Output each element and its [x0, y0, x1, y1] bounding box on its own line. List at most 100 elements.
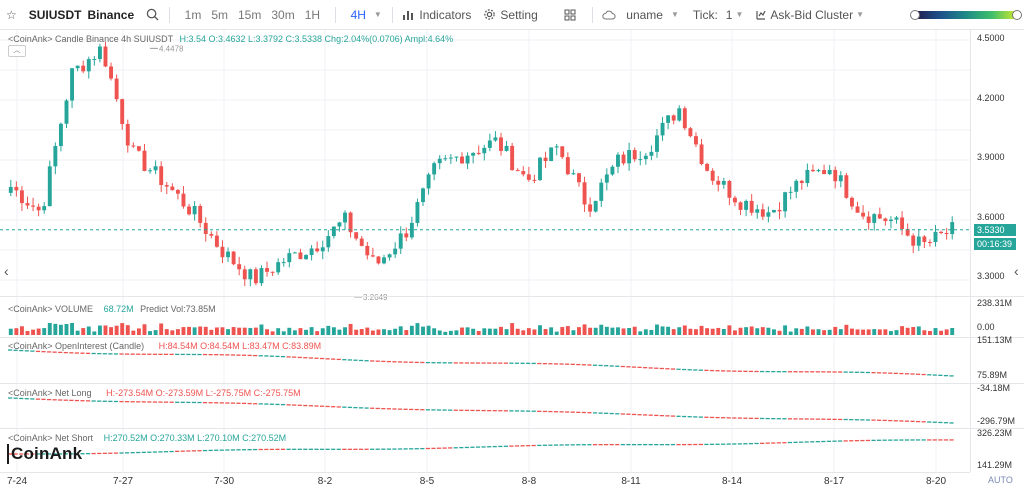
interval-30m[interactable]: 30m — [271, 7, 295, 22]
interval-dropdown[interactable]: 4H ▼ — [340, 0, 388, 30]
setting-label[interactable]: Setting — [500, 7, 538, 22]
collapse-legend-button[interactable]: ︿ — [8, 45, 26, 57]
symbol-selector[interactable]: SUIUSDT Binance — [23, 0, 140, 30]
pane-divider[interactable] — [0, 337, 1024, 338]
indicators-icon[interactable] — [402, 9, 415, 21]
volume-bar — [666, 326, 671, 335]
volume-bar — [220, 327, 225, 335]
price-axis[interactable]: 4.5000 4.2000 3.9000 3.6000 3.3000 238.3… — [970, 30, 1024, 472]
favorite-star[interactable]: ☆ — [0, 0, 23, 30]
candle-body — [348, 212, 353, 233]
candle-body — [733, 197, 737, 203]
cluster-label[interactable]: Ask-Bid Cluster — [770, 7, 854, 22]
grid-layout-icon[interactable] — [564, 9, 576, 21]
layout-button[interactable] — [558, 0, 582, 30]
volume-bar — [75, 330, 80, 335]
chevron-right-icon[interactable]: ‹ — [1014, 263, 1019, 279]
time-axis[interactable]: 7-24 7-27 7-30 8-2 8-5 8-8 8-11 8-14 8-1… — [0, 472, 970, 490]
volume-bar — [844, 324, 849, 335]
interval-1m[interactable]: 1m — [184, 7, 202, 22]
pane-divider[interactable] — [0, 296, 1024, 297]
volume-bar — [409, 325, 414, 335]
user-menu[interactable]: uname ▼ — [596, 0, 685, 30]
chevron-left-icon[interactable]: ‹ — [4, 263, 9, 279]
candle-body — [409, 222, 414, 238]
candle-body — [660, 122, 665, 136]
netshort-tick-label: 141.29M — [977, 460, 1013, 470]
auto-scale-toggle[interactable]: AUTO — [988, 475, 1013, 485]
candle-body — [242, 269, 247, 280]
indicators-label[interactable]: Indicators — [419, 7, 472, 22]
candle-body — [192, 205, 197, 215]
pane-divider[interactable] — [0, 428, 1024, 429]
candle-body — [571, 173, 576, 175]
volume-bar — [120, 323, 125, 335]
interval-1h[interactable]: 1H — [304, 7, 321, 22]
chevron-down-icon[interactable]: ▼ — [856, 10, 865, 19]
candle-body — [437, 158, 442, 164]
indicators-button[interactable]: Indicators — [396, 0, 477, 30]
cluster-icon[interactable] — [755, 9, 767, 21]
candle-body — [649, 151, 654, 156]
interval-15m[interactable]: 15m — [238, 7, 262, 22]
star-icon[interactable]: ☆ — [6, 7, 17, 22]
user-name[interactable]: uname — [626, 7, 663, 22]
volume-bar — [226, 329, 230, 335]
volume-bar — [655, 324, 659, 335]
setting-button[interactable]: Setting — [477, 0, 543, 30]
candle-body — [922, 236, 927, 243]
volume-bar — [811, 329, 815, 335]
exchange-name[interactable]: Binance — [87, 7, 135, 22]
active-interval[interactable]: 4H — [350, 7, 366, 22]
search-icon[interactable] — [146, 8, 159, 21]
heatmap-gradient-bar[interactable] — [910, 9, 1023, 20]
chevron-down-icon[interactable]: ▼ — [373, 10, 382, 19]
volume-bar — [465, 327, 470, 335]
tick-selector[interactable]: Tick: 1 ▼ — [687, 0, 750, 30]
candle-body — [454, 156, 459, 158]
pane-divider[interactable] — [0, 383, 1024, 384]
candle-body — [359, 238, 364, 246]
tick-value[interactable]: 1 — [725, 7, 733, 22]
symbol-name[interactable]: SUIUSDT — [28, 7, 82, 22]
volume-bar — [805, 326, 810, 335]
volume-bar — [443, 331, 448, 335]
time-tick-label: 8-14 — [721, 476, 743, 487]
scroll-left-arrow[interactable]: ‹ — [4, 263, 9, 279]
candle-body — [343, 212, 347, 223]
time-tick-label: 8-8 — [521, 476, 537, 487]
chevron-down-icon[interactable]: ▼ — [670, 10, 679, 19]
candle-body — [515, 170, 520, 172]
candle-body — [877, 214, 882, 219]
chevron-up-icon[interactable]: ︿ — [13, 47, 21, 54]
cluster-selector[interactable]: Ask-Bid Cluster ▼ — [749, 0, 870, 30]
heatmap-gradient-slider[interactable] — [908, 0, 1024, 30]
candle-body — [304, 255, 308, 260]
volume-bar — [772, 329, 776, 335]
price-tick-label: 4.5000 — [977, 33, 1005, 43]
candle-body — [861, 212, 866, 217]
candle-body — [382, 257, 386, 264]
symbol-search-button[interactable] — [140, 0, 165, 30]
interval-5m[interactable]: 5m — [211, 7, 228, 22]
gear-icon[interactable] — [483, 8, 496, 21]
candle-body — [387, 254, 392, 258]
time-tick-label: 7-30 — [213, 476, 235, 487]
candle-body — [14, 186, 19, 191]
candle-body — [811, 169, 815, 172]
volume-bar — [643, 329, 648, 335]
chevron-down-icon[interactable]: ▼ — [735, 10, 744, 19]
volume-bar — [543, 329, 548, 335]
volume-pane-title: <CoinAnk> VOLUME — [8, 304, 94, 314]
candle-body — [25, 203, 30, 206]
volume-bar — [833, 326, 838, 335]
candle-body — [164, 185, 169, 187]
volume-bar — [209, 329, 214, 335]
candle-body — [187, 206, 191, 215]
volume-tick-label: 0.00 — [977, 322, 995, 332]
candle-body — [772, 209, 776, 213]
scroll-right-arrow[interactable]: ‹ — [1014, 263, 1019, 279]
chart-canvas[interactable]: 4.4478 3.2649 — [0, 30, 970, 472]
candle-body — [805, 169, 810, 184]
cloud-icon[interactable] — [602, 10, 616, 20]
